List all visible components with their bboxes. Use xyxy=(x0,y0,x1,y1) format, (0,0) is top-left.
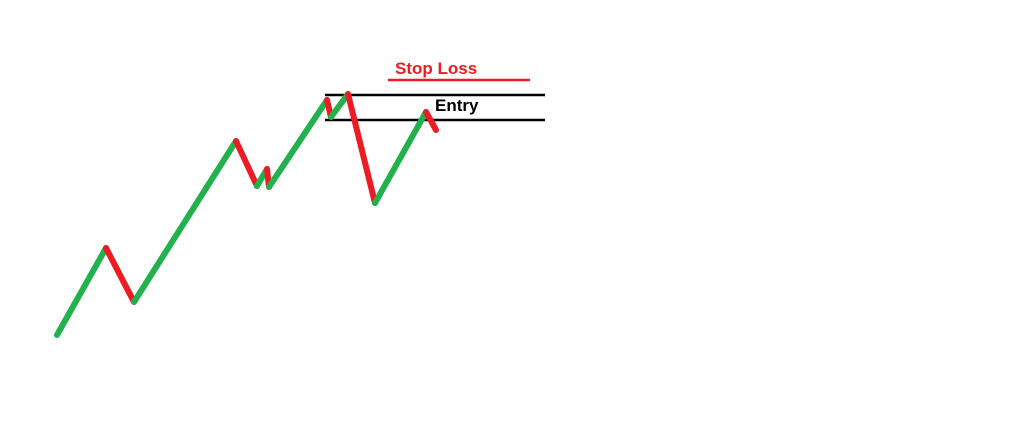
price-move-down-12 xyxy=(423,109,439,133)
price-move-down-4 xyxy=(233,138,260,189)
price-move-up-3 xyxy=(131,138,239,305)
stop-loss-label: Stop Loss xyxy=(395,59,477,78)
entry-label: Entry xyxy=(435,96,479,115)
price-path xyxy=(54,91,439,338)
price-move-down-2 xyxy=(103,245,137,305)
price-move-down-10 xyxy=(345,91,378,206)
price-move-up-9 xyxy=(328,91,351,120)
price-move-up-1 xyxy=(54,245,109,338)
price-move-up-11 xyxy=(372,109,429,206)
price-move-up-7 xyxy=(266,97,330,190)
